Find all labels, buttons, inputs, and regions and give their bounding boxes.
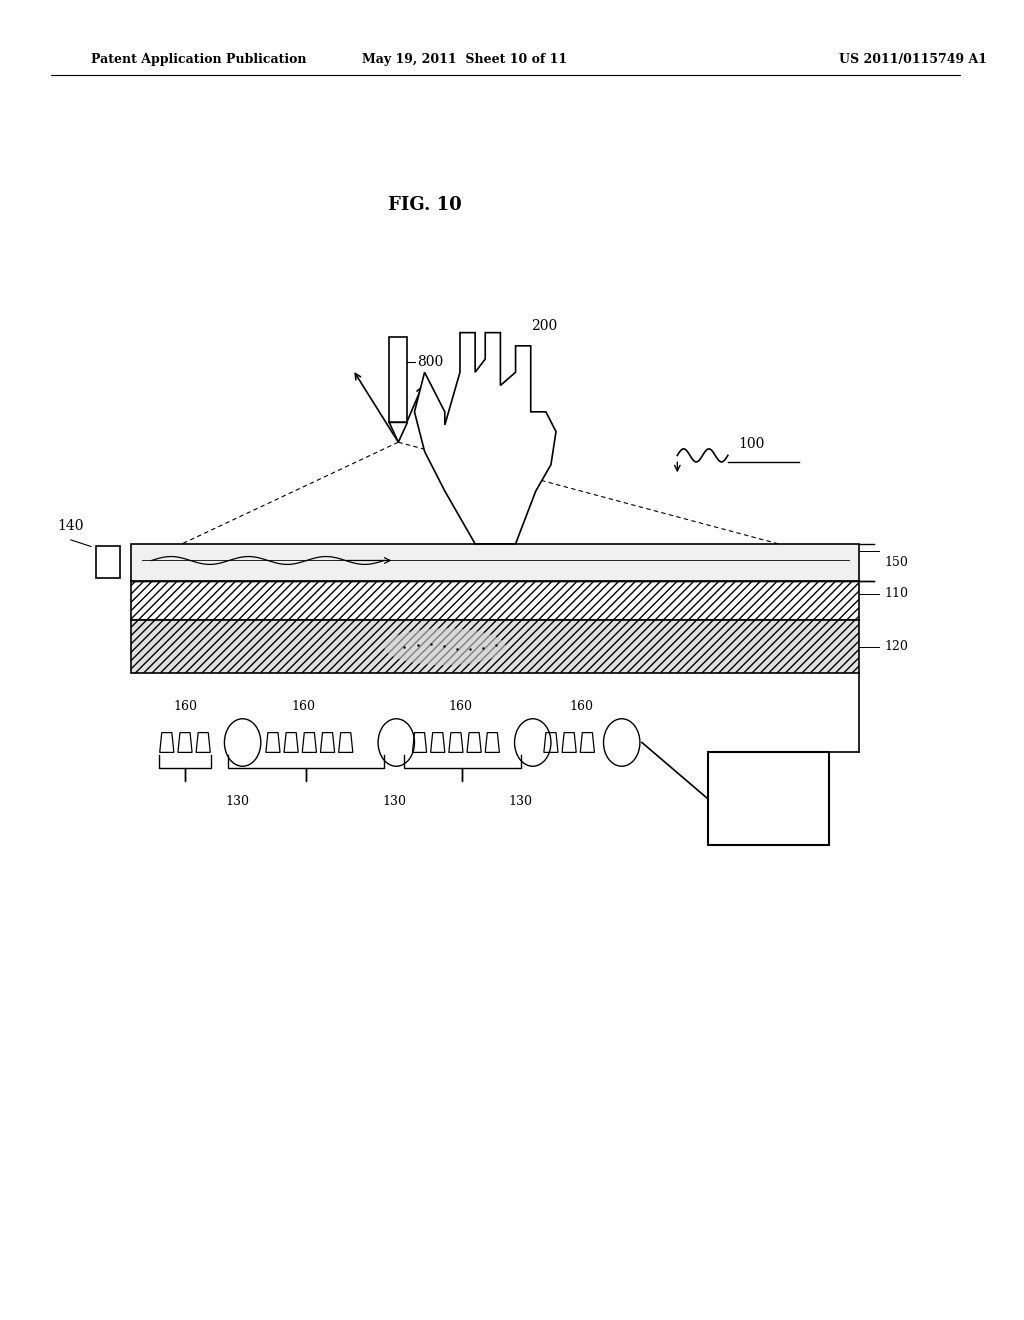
Text: 130: 130 (509, 795, 532, 808)
FancyBboxPatch shape (708, 752, 829, 845)
PathPatch shape (178, 733, 193, 752)
FancyBboxPatch shape (131, 544, 859, 581)
Text: 160: 160 (291, 700, 315, 713)
Text: 1000: 1000 (749, 792, 787, 805)
PathPatch shape (562, 733, 577, 752)
FancyBboxPatch shape (96, 546, 120, 578)
Text: FIG. 10: FIG. 10 (388, 195, 462, 214)
PathPatch shape (467, 733, 481, 752)
Text: 160: 160 (173, 700, 197, 713)
PathPatch shape (581, 733, 594, 752)
Text: US 2011/0115749 A1: US 2011/0115749 A1 (839, 53, 987, 66)
FancyBboxPatch shape (131, 581, 859, 620)
Text: May 19, 2011  Sheet 10 of 11: May 19, 2011 Sheet 10 of 11 (362, 53, 567, 66)
PathPatch shape (160, 733, 174, 752)
Text: 130: 130 (225, 795, 250, 808)
PathPatch shape (485, 733, 500, 752)
Text: Patent Application Publication: Patent Application Publication (91, 53, 306, 66)
PathPatch shape (544, 733, 558, 752)
FancyBboxPatch shape (131, 620, 859, 673)
PathPatch shape (321, 733, 335, 752)
PathPatch shape (413, 733, 427, 752)
Text: 800: 800 (418, 355, 443, 370)
FancyBboxPatch shape (389, 337, 408, 422)
Text: 200: 200 (530, 318, 557, 333)
Polygon shape (389, 422, 408, 442)
PathPatch shape (431, 733, 444, 752)
PathPatch shape (449, 733, 463, 752)
PathPatch shape (284, 733, 298, 752)
Text: 140: 140 (57, 519, 84, 533)
Text: 110: 110 (885, 587, 908, 601)
PathPatch shape (415, 333, 556, 544)
PathPatch shape (197, 733, 210, 752)
PathPatch shape (302, 733, 316, 752)
Text: 160: 160 (447, 700, 472, 713)
Text: 130: 130 (382, 795, 407, 808)
PathPatch shape (266, 733, 280, 752)
Text: 100: 100 (738, 437, 764, 451)
Text: 150: 150 (885, 556, 908, 569)
Text: 120: 120 (885, 640, 908, 653)
PathPatch shape (339, 733, 353, 752)
Ellipse shape (384, 628, 506, 665)
Text: 160: 160 (569, 700, 593, 713)
